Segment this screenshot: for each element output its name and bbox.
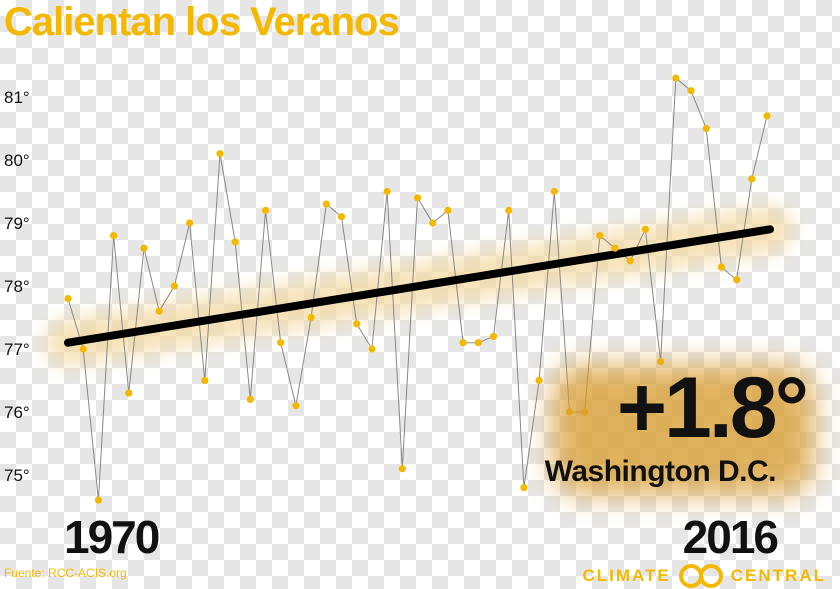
data-point	[94, 496, 102, 504]
data-point	[687, 87, 695, 95]
data-point	[717, 263, 726, 271]
data-point	[231, 238, 239, 246]
data-point	[140, 244, 148, 252]
data-point	[702, 124, 710, 133]
data-point	[748, 175, 756, 183]
data-point	[307, 313, 315, 322]
data-point	[596, 232, 604, 240]
start-year-label: 1970	[64, 511, 159, 563]
data-point	[474, 339, 482, 347]
brand-left-text: CLIMATE	[582, 566, 671, 585]
warming-value: +1.8°	[617, 360, 806, 456]
badge-glow	[552, 365, 814, 495]
data-point	[672, 74, 680, 82]
data-point	[292, 402, 300, 410]
y-tick-label: 75°	[4, 466, 30, 485]
source-note: Fuente: RCC-ACIS.org	[4, 566, 127, 580]
highlight-badge: +1.8° Washington D.C.	[545, 360, 814, 495]
data-point	[368, 345, 376, 353]
brand-logo: CLIMATE CENTRAL	[582, 563, 826, 589]
y-tick-label: 81°	[4, 88, 30, 107]
data-point	[535, 376, 543, 385]
city-label: Washington D.C.	[545, 455, 776, 488]
brand-right-text: CENTRAL	[730, 566, 826, 585]
data-point	[489, 332, 498, 340]
data-point	[337, 213, 346, 221]
data-point	[383, 187, 391, 196]
data-point	[398, 465, 406, 473]
data-point	[125, 389, 133, 397]
y-tick-label: 78°	[4, 277, 30, 296]
data-point	[505, 206, 513, 214]
data-point	[201, 376, 209, 385]
data-point	[550, 187, 558, 196]
data-point	[353, 320, 361, 328]
end-year-label: 2016	[683, 511, 778, 563]
y-tick-label: 77°	[4, 340, 30, 359]
data-point	[611, 244, 619, 252]
data-point	[110, 232, 118, 240]
data-point	[322, 200, 330, 208]
y-tick-label: 76°	[4, 403, 30, 422]
data-point	[520, 484, 528, 492]
chart-title: Calientan los Veranos	[4, 0, 400, 44]
data-point	[170, 282, 178, 290]
data-point	[64, 295, 72, 303]
data-point	[444, 206, 452, 214]
data-point	[429, 219, 437, 227]
y-axis-ticks: 75° 76° 77° 78° 79° 80° 81°	[4, 88, 30, 485]
data-point	[459, 339, 467, 347]
data-point	[641, 225, 650, 233]
data-point	[186, 219, 194, 227]
data-point	[733, 276, 741, 284]
data-point	[261, 206, 270, 214]
data-point	[763, 112, 771, 120]
data-point	[155, 307, 163, 315]
data-points	[64, 74, 771, 504]
data-point	[246, 395, 254, 403]
data-point	[216, 150, 224, 158]
climate-central-logo-icon	[678, 564, 723, 588]
data-point	[657, 358, 665, 366]
data-point	[413, 194, 422, 202]
data-point	[79, 345, 87, 353]
trend-line	[64, 225, 774, 347]
trend-line-group	[64, 225, 774, 347]
y-tick-label: 79°	[4, 214, 30, 233]
y-tick-label: 80°	[4, 151, 30, 170]
data-point	[277, 339, 285, 347]
data-point	[626, 257, 634, 265]
